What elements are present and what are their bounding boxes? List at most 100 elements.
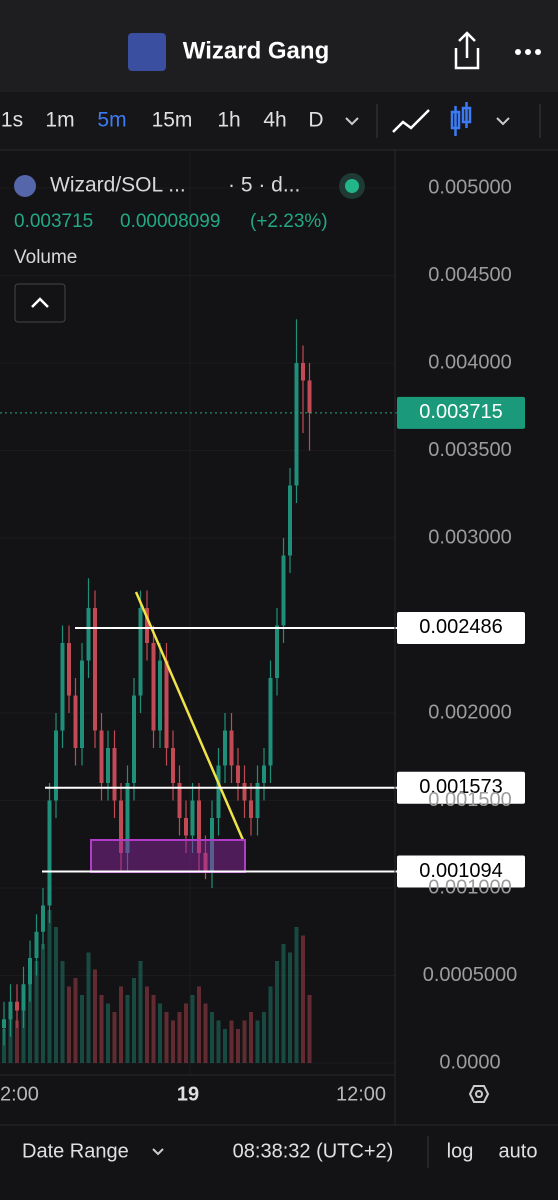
volume-bar	[177, 1012, 182, 1063]
volume-bar	[138, 961, 143, 1063]
last-price-box	[397, 396, 525, 429]
candles	[2, 319, 312, 1046]
y-tick-label: 0.0005000	[423, 964, 518, 986]
timeframe[interactable]: 1m	[45, 109, 74, 132]
candle-body	[34, 931, 39, 958]
timeframe[interactable]: D	[308, 109, 323, 132]
auto-toggle[interactable]: auto	[499, 1140, 538, 1162]
candle-body	[301, 363, 305, 381]
volume-bar	[294, 927, 299, 1063]
timeframe[interactable]: 5m	[97, 109, 126, 132]
volume-bar	[119, 986, 123, 1063]
volume-label: Volume	[14, 247, 77, 268]
candle-body	[216, 765, 221, 818]
candle-body	[236, 765, 240, 783]
volume-bar	[190, 995, 195, 1063]
volume-bar	[21, 995, 26, 1063]
candle-body	[21, 984, 26, 1011]
candle-body	[54, 730, 58, 801]
trend-line	[134, 591, 245, 841]
legend-change: 0.00008099	[120, 211, 220, 232]
token-icon	[128, 33, 166, 71]
candle-body	[223, 730, 227, 766]
candle-body	[125, 783, 130, 853]
candle-body	[158, 660, 162, 731]
collapse-button[interactable]	[14, 283, 66, 323]
more-button[interactable]	[515, 49, 541, 55]
volume-bar	[145, 986, 149, 1063]
status-dot	[345, 179, 359, 193]
volume-bar	[73, 978, 78, 1063]
candle-body	[281, 555, 286, 626]
candle-button[interactable]	[450, 102, 472, 136]
candle-body	[47, 800, 52, 906]
grid	[0, 187, 395, 1064]
level-label: 0.002486	[419, 616, 502, 638]
candle-body	[177, 783, 182, 818]
volume-bar	[60, 961, 65, 1063]
dropdown[interactable]	[496, 117, 510, 126]
log-toggle[interactable]: log	[447, 1140, 474, 1162]
legend-change-pct: (+2.23%)	[250, 211, 328, 232]
candle-body	[184, 818, 188, 836]
candle-body	[294, 363, 299, 486]
level-box	[397, 771, 525, 804]
candle-body	[171, 748, 175, 783]
date-range[interactable]: Date Range	[22, 1140, 129, 1162]
settings-button[interactable]	[468, 1085, 490, 1103]
volume-bar	[15, 1020, 19, 1063]
candle-body	[67, 643, 71, 696]
timeframes: 1s 1m 5m 15m 1h 4h D	[1, 109, 324, 132]
candle-body	[119, 800, 123, 853]
line-chart-button[interactable]	[392, 109, 430, 133]
timeframe[interactable]: 1s	[1, 109, 23, 132]
volume-bar	[158, 1003, 162, 1063]
candle-body	[93, 608, 97, 731]
volume-bar	[249, 1012, 253, 1063]
timeframe[interactable]: 15m	[152, 109, 193, 132]
dropdown[interactable]	[345, 117, 359, 126]
timeframe[interactable]: 1h	[217, 109, 240, 132]
candle-body	[203, 853, 208, 871]
volume-bar	[86, 952, 91, 1063]
level-label: 0.001573	[419, 776, 502, 798]
candle-body	[307, 380, 312, 413]
volume-bar	[151, 995, 156, 1063]
volume-bar	[54, 927, 58, 1063]
volume-bar	[93, 969, 97, 1063]
timeframe[interactable]: 4h	[263, 109, 286, 132]
candle-body	[275, 625, 279, 678]
dropdown	[152, 1148, 164, 1156]
y-tick-label: 0.005000	[428, 176, 511, 198]
candle-body	[255, 783, 260, 818]
volume-bar	[281, 944, 286, 1063]
candle-body	[268, 678, 273, 766]
volume-bar	[67, 986, 71, 1063]
candle-body	[15, 1001, 19, 1011]
volume-bar	[223, 1029, 227, 1063]
candle-body	[229, 730, 234, 766]
volume-bar	[268, 986, 273, 1063]
candle-body	[151, 643, 156, 731]
candle-body	[262, 765, 266, 783]
clock: 08:38:32 (UTC+2)	[233, 1140, 394, 1162]
zone-rect	[90, 839, 246, 873]
volume-bar	[255, 1020, 260, 1063]
level-box	[397, 611, 525, 644]
candle-body	[138, 608, 143, 696]
header-title: Wizard Gang	[183, 37, 329, 64]
x-tick-label: 2:00	[0, 1083, 39, 1105]
candle-body	[28, 958, 32, 985]
volume-bar	[164, 1012, 169, 1063]
volume-bar	[184, 1003, 188, 1063]
volume-bars	[2, 910, 312, 1063]
volume-bar	[125, 995, 130, 1063]
candle-body	[2, 1019, 6, 1028]
volume-bar	[99, 995, 104, 1063]
candle-body	[60, 643, 65, 731]
volume-bar	[203, 1003, 208, 1063]
volume-bar	[41, 944, 45, 1063]
share-button[interactable]	[454, 31, 480, 70]
